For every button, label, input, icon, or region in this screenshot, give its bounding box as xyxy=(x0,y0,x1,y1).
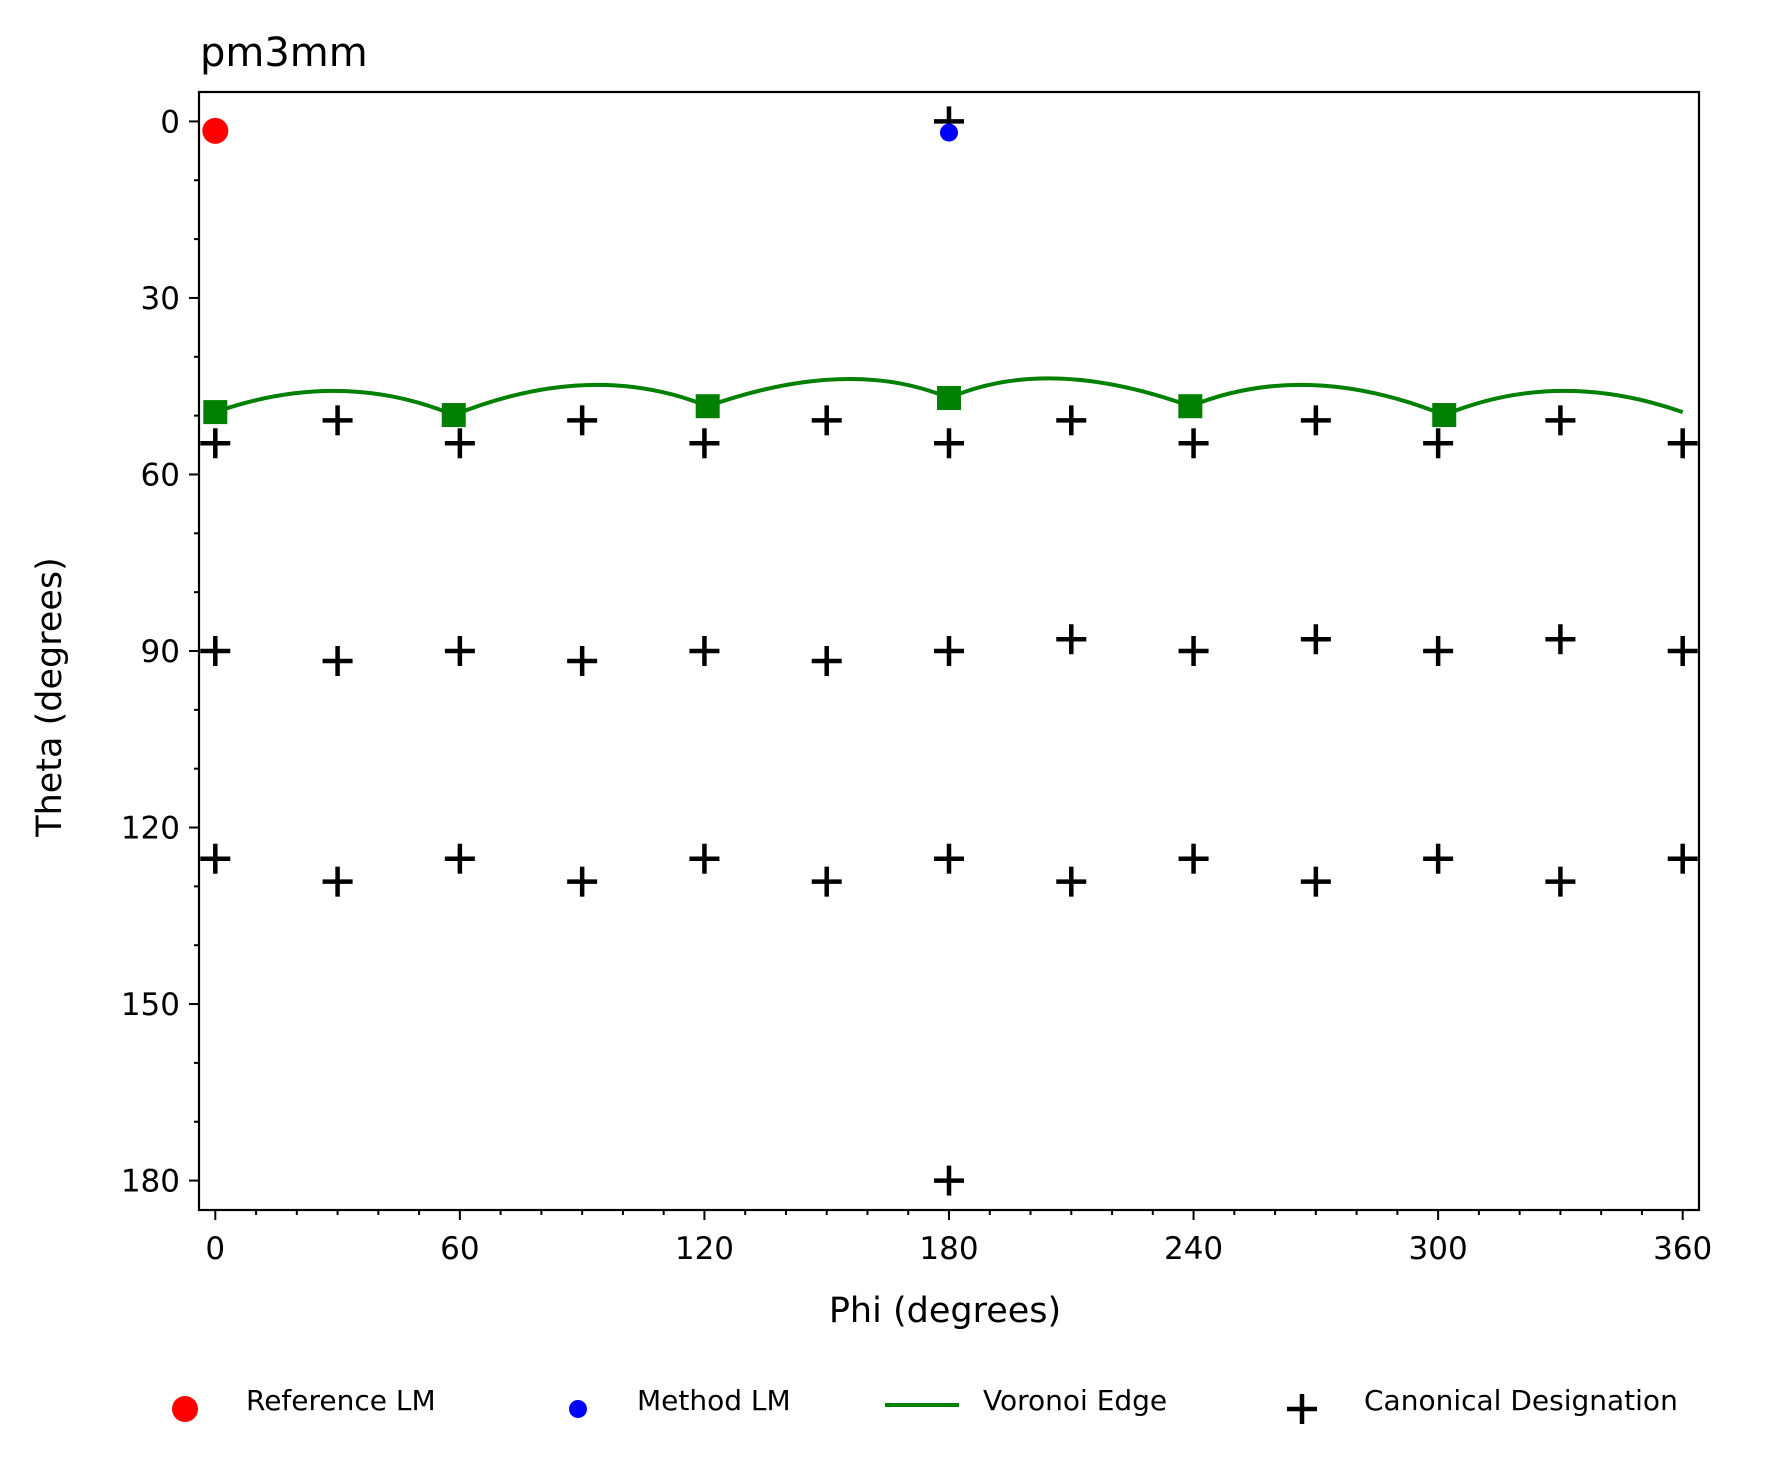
canonical-designation-marker xyxy=(811,646,842,677)
reference-lm-marker xyxy=(202,117,229,144)
legend: Reference LM Method LM Voronoi Edge Canonic… xyxy=(172,1384,1678,1424)
legend-item-reference-lm: Reference LM xyxy=(172,1384,436,1422)
legend-label: Method LM xyxy=(637,1384,791,1417)
canonical-designation-marker xyxy=(1300,866,1331,897)
canonical-designation-marker xyxy=(322,405,353,436)
canonical-designation-marker xyxy=(444,428,475,459)
canonical-designation-marker xyxy=(689,636,720,666)
voronoi-edge-arc xyxy=(1189,382,1445,417)
legend-item-canonical-designation: Canonical Designation xyxy=(1287,1384,1678,1424)
canonical-designation-marker xyxy=(1056,624,1087,655)
x-axis-title: Phi (degrees) xyxy=(829,1291,1061,1331)
x-tick-label: 180 xyxy=(919,1231,978,1267)
canonical-designation-marker xyxy=(1545,624,1576,655)
x-tick-label: 120 xyxy=(675,1231,734,1267)
voronoi-edge-arc xyxy=(214,388,455,417)
canonical-designation-marker xyxy=(1545,405,1576,436)
canonical-designation-marker xyxy=(200,843,231,874)
canonical-designation-marker xyxy=(1178,428,1209,459)
y-tick-label: 30 xyxy=(141,281,180,317)
chart-title: pm3mm xyxy=(200,30,368,76)
canonical-designation-marker xyxy=(1667,428,1698,459)
voronoi-edge-arc xyxy=(1443,388,1684,417)
canonical-designation-marker xyxy=(567,405,598,436)
canonical-designation-marker xyxy=(322,646,353,677)
y-tick-label: 120 xyxy=(121,811,180,847)
method-lm-marker xyxy=(940,123,958,142)
canonical-designation-marker xyxy=(444,843,475,874)
canonical-designation-marker xyxy=(1545,866,1576,897)
canonical-designation-marker xyxy=(200,636,231,666)
canonical-designation-marker xyxy=(1300,405,1331,436)
voronoi-vertex-marker xyxy=(1432,403,1457,428)
canonical-designation-marker xyxy=(567,646,598,677)
legend-item-voronoi-edge: Voronoi Edge xyxy=(885,1384,1167,1417)
legend-item-method-lm: Method LM xyxy=(569,1384,791,1418)
legend-label: Voronoi Edge xyxy=(983,1384,1167,1417)
canonical-designation-marker xyxy=(200,428,231,459)
canonical-designation-marker xyxy=(689,428,720,459)
x-tick-label: 240 xyxy=(1164,1231,1223,1267)
canonical-designation-marker xyxy=(322,866,353,897)
legend-label: Reference LM xyxy=(246,1384,436,1417)
canonical-designation-marker xyxy=(1178,636,1209,666)
canonical-designation-marker xyxy=(1056,866,1087,897)
y-tick-label: 90 xyxy=(141,634,180,670)
legend-swatch xyxy=(172,1396,198,1422)
voronoi-vertex-marker xyxy=(937,385,961,410)
canonical-designation-marker xyxy=(1667,636,1698,666)
voronoi-vertex-marker xyxy=(1178,394,1203,419)
voronoi-edge-arc xyxy=(453,382,709,417)
x-tick-label: 0 xyxy=(205,1231,225,1267)
axes: 0 60 120 180 240 300 360 0 30 60 90 120 150 180 xyxy=(121,90,1712,1267)
canonical-designation-marker xyxy=(934,843,964,874)
voronoi-edge-arc xyxy=(707,376,950,409)
canonical-designation-marker xyxy=(811,866,842,897)
canonical-designation-marker xyxy=(1423,843,1454,874)
legend-swatch xyxy=(569,1400,587,1418)
y-axis-title: Theta (degrees) xyxy=(30,557,70,838)
x-tick-label: 360 xyxy=(1653,1231,1712,1267)
y-tick-label: 60 xyxy=(141,457,180,493)
canonical-designation-marker xyxy=(934,636,964,666)
y-tick-label: 150 xyxy=(121,987,180,1023)
voronoi-vertex-marker xyxy=(695,394,720,419)
canonical-designation-marker xyxy=(1423,428,1454,459)
voronoi-vertex-marker xyxy=(441,403,466,428)
legend-label: Canonical Designation xyxy=(1364,1384,1678,1417)
x-tick-label: 300 xyxy=(1409,1231,1468,1267)
canonical-designation-marker xyxy=(1300,624,1331,655)
voronoi-vertex-marker xyxy=(203,400,228,425)
canonical-designation-marker xyxy=(567,866,598,897)
y-tick-label: 0 xyxy=(160,104,180,140)
canonical-designation-marker xyxy=(1667,843,1698,874)
voronoi-edge-arc xyxy=(948,376,1191,409)
y-tick-label: 180 xyxy=(121,1164,180,1200)
canonical-designation-marker xyxy=(1056,405,1087,436)
canonical-designation-marker xyxy=(689,843,720,874)
canonical-designation-marker xyxy=(934,1165,964,1196)
plot-area xyxy=(200,106,1698,1196)
canonical-designation-marker xyxy=(1423,636,1454,666)
canonical-designation-marker xyxy=(934,428,964,459)
canonical-designation-marker xyxy=(1178,843,1209,874)
legend-swatch xyxy=(1287,1394,1317,1424)
canonical-designation-marker xyxy=(444,636,475,666)
canonical-designation-marker xyxy=(811,405,842,436)
x-tick-label: 60 xyxy=(440,1231,479,1267)
